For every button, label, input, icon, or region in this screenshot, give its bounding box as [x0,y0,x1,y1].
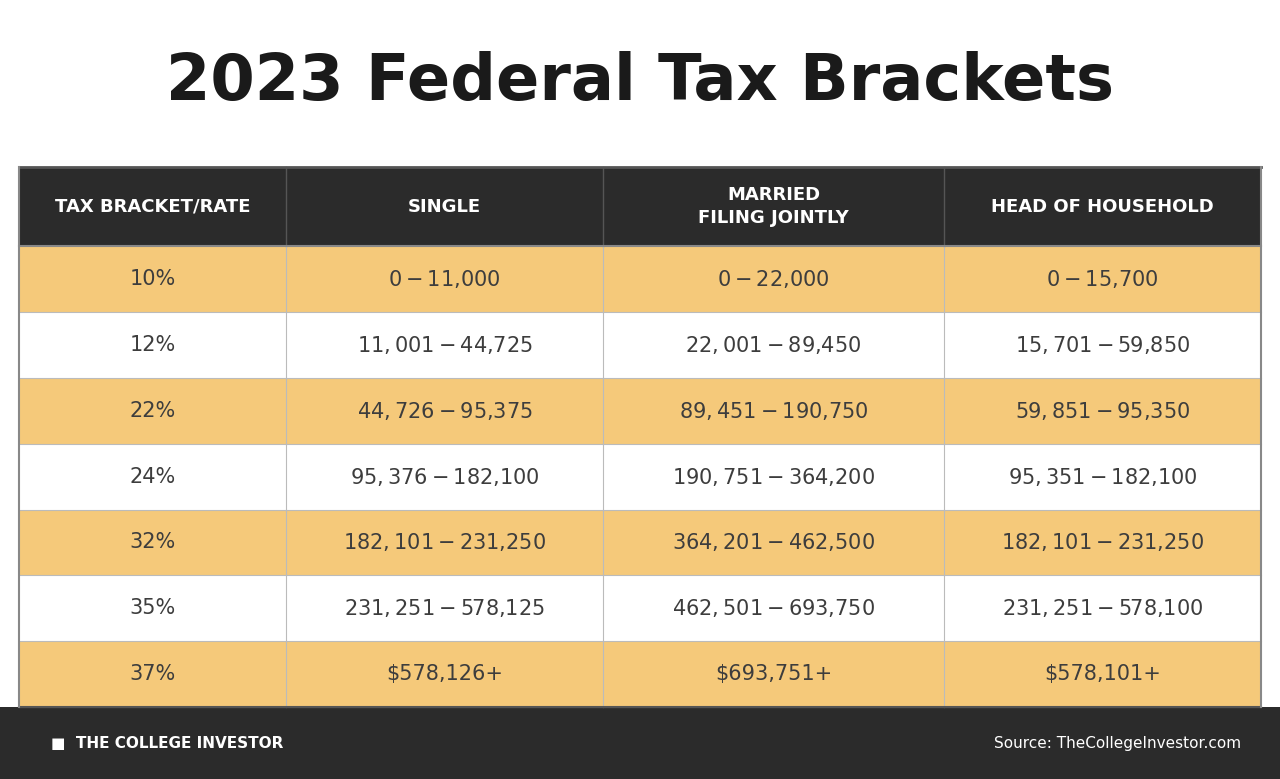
Text: $0 - $15,700: $0 - $15,700 [1046,268,1158,290]
Text: ■  THE COLLEGE INVESTOR: ■ THE COLLEGE INVESTOR [51,735,284,751]
Text: $231,251 - $578,125: $231,251 - $578,125 [344,597,545,619]
Text: TAX BRACKET/RATE: TAX BRACKET/RATE [55,198,251,216]
Text: $182,101 - $231,250: $182,101 - $231,250 [343,531,545,554]
Text: $0 - $11,000: $0 - $11,000 [388,268,500,290]
Text: $190,751 - $364,200: $190,751 - $364,200 [672,466,876,488]
Text: $95,351 - $182,100: $95,351 - $182,100 [1007,466,1197,488]
Text: 37%: 37% [129,664,175,685]
Text: Source: TheCollegeInvestor.com: Source: TheCollegeInvestor.com [995,735,1242,751]
Text: $364,201 - $462,500: $364,201 - $462,500 [672,531,876,554]
Text: $231,251 - $578,100: $231,251 - $578,100 [1002,597,1203,619]
Text: 24%: 24% [129,467,175,487]
Text: $89,451 - $190,750: $89,451 - $190,750 [678,400,868,421]
Text: 2023 Federal Tax Brackets: 2023 Federal Tax Brackets [166,51,1114,113]
Text: 10%: 10% [129,269,175,289]
Text: 12%: 12% [129,335,175,354]
Text: $44,726 - $95,375: $44,726 - $95,375 [357,400,532,421]
Text: $0 - $22,000: $0 - $22,000 [717,268,829,290]
Text: $22,001 - $89,450: $22,001 - $89,450 [685,333,861,356]
Text: $182,101 - $231,250: $182,101 - $231,250 [1001,531,1204,554]
Text: MARRIED
FILING JOINTLY: MARRIED FILING JOINTLY [698,186,849,227]
Text: $578,126+: $578,126+ [387,664,503,685]
Text: HEAD OF HOUSEHOLD: HEAD OF HOUSEHOLD [991,198,1213,216]
Text: $95,376 - $182,100: $95,376 - $182,100 [349,466,539,488]
Text: $15,701 - $59,850: $15,701 - $59,850 [1015,333,1190,356]
Text: 32%: 32% [129,533,175,552]
Text: $578,101+: $578,101+ [1044,664,1161,685]
Text: $693,751+: $693,751+ [714,664,832,685]
Text: $462,501 - $693,750: $462,501 - $693,750 [672,597,876,619]
Text: $11,001 - $44,725: $11,001 - $44,725 [357,333,532,356]
Text: 22%: 22% [129,400,175,421]
Text: $59,851 - $95,350: $59,851 - $95,350 [1015,400,1190,421]
Text: 35%: 35% [129,598,175,619]
Text: SINGLE: SINGLE [408,198,481,216]
